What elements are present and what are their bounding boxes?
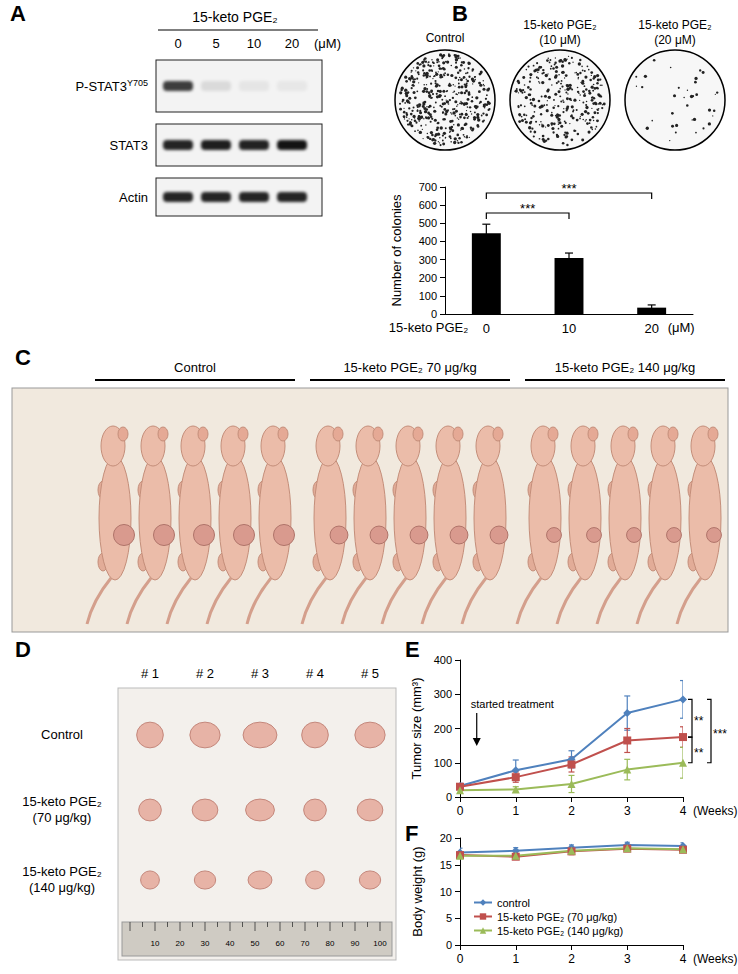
- svg-text:15-keto PGE₂ 140 μg/kg: 15-keto PGE₂ 140 μg/kg: [555, 360, 695, 375]
- svg-text:STAT3: STAT3: [109, 138, 148, 153]
- svg-text:80: 80: [326, 939, 335, 948]
- svg-text:Control: Control: [174, 360, 216, 375]
- svg-text:started treatment: started treatment: [471, 698, 554, 710]
- svg-text:Tumor size (mm³): Tumor size (mm³): [409, 677, 424, 779]
- svg-text:20: 20: [440, 832, 452, 844]
- svg-text:50: 50: [251, 939, 260, 948]
- svg-text:(Weeks): (Weeks): [693, 952, 737, 966]
- svg-text:200: 200: [419, 272, 437, 284]
- svg-text:5: 5: [446, 912, 452, 924]
- svg-text:0: 0: [431, 308, 437, 320]
- svg-text:4: 4: [680, 952, 687, 966]
- svg-text:(Weeks): (Weeks): [693, 804, 737, 818]
- svg-text:Control: Control: [426, 31, 465, 45]
- svg-text:15-keto PGE₂: 15-keto PGE₂: [22, 864, 101, 879]
- svg-text:(70 μg/kg): (70 μg/kg): [33, 810, 92, 825]
- svg-text:5: 5: [212, 36, 219, 51]
- svg-text:15-keto PGE₂: 15-keto PGE₂: [638, 18, 712, 32]
- svg-text:10: 10: [247, 36, 261, 51]
- svg-text:**: **: [694, 746, 704, 760]
- svg-text:# 2: # 2: [196, 666, 214, 681]
- svg-text:# 3: # 3: [251, 666, 269, 681]
- svg-text:(10 μM): (10 μM): [539, 33, 581, 47]
- html-text:B: B: [452, 1, 468, 26]
- svg-text:300: 300: [434, 688, 452, 700]
- svg-text:0: 0: [446, 939, 452, 951]
- svg-text:30: 30: [201, 939, 210, 948]
- svg-text:20: 20: [176, 939, 185, 948]
- svg-text:40: 40: [226, 939, 235, 948]
- svg-text:4: 4: [680, 804, 687, 818]
- svg-text:Number of colonies: Number of colonies: [389, 194, 404, 306]
- svg-text:(20 μM): (20 μM): [654, 33, 696, 47]
- svg-text:2: 2: [568, 804, 575, 818]
- html-text:A: A: [10, 1, 26, 26]
- svg-text:**: **: [694, 714, 704, 728]
- svg-text:15: 15: [440, 859, 452, 871]
- html-text:D: D: [15, 637, 31, 662]
- svg-text:15-keto PGE₂: 15-keto PGE₂: [192, 9, 278, 25]
- svg-text:20: 20: [285, 36, 299, 51]
- svg-text:0: 0: [446, 791, 452, 803]
- svg-text:***: ***: [520, 201, 535, 216]
- svg-text:0: 0: [174, 36, 181, 51]
- svg-text:1: 1: [512, 952, 519, 966]
- svg-text:# 1: # 1: [141, 666, 159, 681]
- svg-text:# 4: # 4: [306, 666, 324, 681]
- svg-text:Actin: Actin: [119, 190, 148, 205]
- svg-text:90: 90: [351, 939, 360, 948]
- svg-text:10: 10: [562, 321, 576, 336]
- svg-text:15-keto PGE₂ 70 μg/kg: 15-keto PGE₂ 70 μg/kg: [343, 360, 476, 375]
- svg-text:Body weight (g): Body weight (g): [410, 846, 425, 936]
- svg-text:400: 400: [434, 654, 452, 666]
- svg-text:15-keto PGE₂: 15-keto PGE₂: [22, 794, 101, 809]
- svg-text:Control: Control: [41, 727, 83, 742]
- svg-text:100: 100: [434, 757, 452, 769]
- svg-text:60: 60: [276, 939, 285, 948]
- svg-text:# 5: # 5: [361, 666, 379, 681]
- svg-text:100: 100: [419, 290, 437, 302]
- svg-text:0: 0: [457, 804, 464, 818]
- svg-text:control: control: [497, 897, 530, 909]
- svg-text:3: 3: [624, 804, 631, 818]
- svg-text:400: 400: [419, 235, 437, 247]
- svg-text:(μM): (μM): [668, 320, 695, 335]
- svg-text:600: 600: [419, 199, 437, 211]
- svg-text:0: 0: [483, 321, 490, 336]
- svg-text:500: 500: [419, 217, 437, 229]
- svg-text:200: 200: [434, 723, 452, 735]
- html-text:C: C: [15, 345, 31, 370]
- html-text:F: F: [405, 821, 419, 846]
- svg-text:P-STAT3Y705: P-STAT3Y705: [75, 78, 148, 94]
- svg-text:15-keto PGE₂ (140 μg/kg): 15-keto PGE₂ (140 μg/kg): [497, 925, 623, 937]
- svg-text:2: 2: [568, 952, 575, 966]
- svg-text:15-keto PGE₂: 15-keto PGE₂: [389, 320, 468, 335]
- svg-text:***: ***: [713, 727, 727, 741]
- svg-text:3: 3: [624, 952, 631, 966]
- svg-text:20: 20: [644, 321, 658, 336]
- svg-text:1: 1: [512, 804, 519, 818]
- svg-text:10: 10: [151, 939, 160, 948]
- html-text:E: E: [405, 637, 420, 662]
- svg-text:0: 0: [457, 952, 464, 966]
- svg-text:(μM): (μM): [314, 36, 341, 51]
- svg-text:***: ***: [561, 181, 576, 196]
- svg-text:300: 300: [419, 254, 437, 266]
- svg-text:70: 70: [301, 939, 310, 948]
- svg-text:15-keto PGE₂ (70 μg/kg): 15-keto PGE₂ (70 μg/kg): [497, 911, 617, 923]
- svg-text:15-keto PGE₂: 15-keto PGE₂: [523, 18, 597, 32]
- svg-text:(140 μg/kg): (140 μg/kg): [29, 880, 95, 895]
- svg-text:700: 700: [419, 181, 437, 193]
- svg-text:100: 100: [373, 939, 387, 948]
- svg-text:10: 10: [440, 886, 452, 898]
